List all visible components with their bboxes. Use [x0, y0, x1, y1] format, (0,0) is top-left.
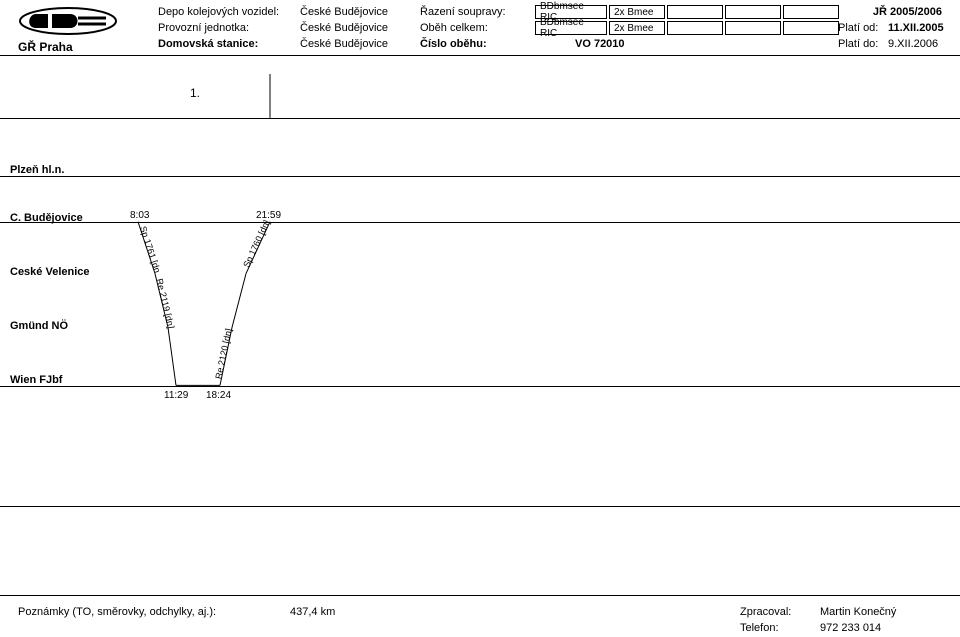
footer-km: 437,4 km: [290, 606, 335, 618]
box-r1c5: [783, 5, 839, 19]
chart-svg: Sp 1761 [dn] Re 2119 [dn] Re 2120 [dn] S…: [0, 56, 960, 595]
hdr-depo-val: České Budějovice: [300, 6, 388, 18]
hdr-cislo-val: VO 72010: [575, 38, 625, 50]
hdr-obehcelkem-label: Oběh celkem:: [420, 22, 488, 34]
hdr-platiod-label: Platí od:: [838, 22, 878, 34]
box-r2c3: [667, 21, 723, 35]
seg-a-label: Sp 1761 [dn]: [0, 56, 163, 274]
box-r1c4: [725, 5, 781, 19]
hdr-depo-label: Depo kolejových vozidel:: [158, 6, 279, 18]
footer-tel-label: Telefon:: [740, 622, 779, 634]
box-r2c2: 2x Bmee: [609, 21, 665, 35]
footer: Poznámky (TO, směrovky, odchylky, aj.): …: [0, 595, 960, 637]
footer-zprac-val: Martin Konečný: [820, 606, 896, 618]
box-r2c1: BDbmsee RIC: [535, 21, 607, 35]
hdr-razeni-label: Řazení soupravy:: [420, 6, 506, 18]
cd-logo: [18, 6, 118, 36]
hdr-provoz-label: Provozní jednotka:: [158, 22, 249, 34]
hdr-cislo-label: Číslo oběhu:: [420, 38, 487, 50]
header: GŘ Praha Depo kolejových vozidel: Provoz…: [0, 0, 960, 56]
hdr-platiod-val: 11.XII.2005: [888, 22, 944, 34]
footer-notes-label: Poznámky (TO, směrovky, odchylky, aj.):: [18, 606, 216, 618]
hdr-platido-val: 9.XII.2006: [888, 38, 938, 50]
box-r1c3: [667, 5, 723, 19]
hdr-domov-val: České Budějovice: [300, 38, 388, 50]
box-r2c5: [783, 21, 839, 35]
hdr-domov-label: Domovská stanice:: [158, 38, 258, 50]
chart-area: 1. Plzeň hl.n. C. Budějovice Ceské Velen…: [0, 56, 960, 595]
seg-b-label: Re 2119 [dn]: [154, 278, 176, 330]
footer-zprac-label: Zpracoval:: [740, 606, 791, 618]
org-name: GŘ Praha: [18, 40, 73, 54]
hdr-jr: JŘ 2005/2006: [873, 6, 942, 18]
box-r1c2: 2x Bmee: [609, 5, 665, 19]
box-r2c4: [725, 21, 781, 35]
seg-d-label: Sp 1760 [dn]: [241, 219, 271, 269]
hdr-provoz-val: České Budějovice: [300, 22, 388, 34]
footer-tel-val: 972 233 014: [820, 622, 881, 634]
hdr-platido-label: Platí do:: [838, 38, 878, 50]
seg-c-label: Re 2120 [dn]: [213, 328, 233, 380]
